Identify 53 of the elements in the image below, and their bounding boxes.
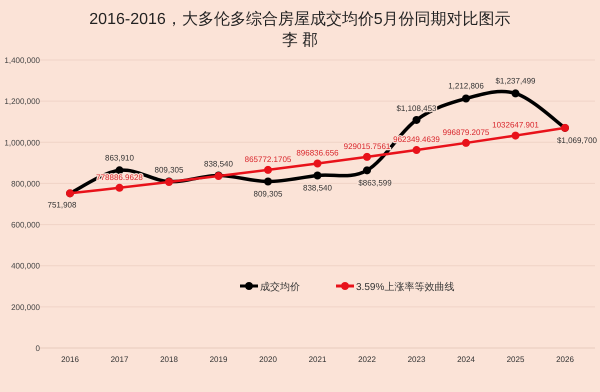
x-tick-label: 2021 (308, 355, 327, 364)
data-label: 1032647.901 (492, 120, 540, 130)
data-label: 809,305 (254, 190, 284, 199)
point (363, 152, 371, 161)
y-tick-label: 1,200,000 (4, 97, 41, 106)
x-tick-label: 2020 (259, 355, 278, 364)
data-label: 929015.7561 (344, 142, 391, 151)
data-label: 865772.1705 (244, 154, 292, 164)
y-tick-label: 0 (36, 344, 41, 353)
x-tick-label: 2025 (506, 355, 525, 364)
x-tick-label: 2026 (556, 355, 574, 364)
x-tick-label: 2018 (160, 355, 178, 364)
data-label: $1,237,499 (495, 76, 536, 86)
point (116, 166, 124, 174)
legend-label: 成交均价 (260, 281, 300, 293)
x-tick-label: 2023 (408, 355, 426, 364)
data-label: 863,910 (105, 153, 135, 162)
data-label: 809,305 (154, 166, 184, 175)
point (264, 178, 272, 186)
point (462, 138, 470, 147)
data-label: 838,540 (204, 160, 234, 168)
point (462, 94, 470, 103)
data-label: $1,108,453 (396, 104, 438, 113)
data-label: 838,540 (303, 184, 333, 192)
chart-title: 2016-2016，大多伦多综合房屋成交均价5月份同期对比图示 (89, 10, 511, 28)
point (512, 132, 520, 140)
point (412, 116, 420, 124)
legend-label: 3.59%上涨率等效曲线 (356, 281, 454, 293)
y-tick-label: 200,000 (11, 302, 41, 312)
data-label: 1,212,806 (448, 82, 484, 91)
data-label: 896836.656 (296, 148, 340, 158)
point (363, 166, 371, 174)
y-tick-label: 800,000 (11, 179, 41, 188)
chart-subtitle: 李 郡 (282, 31, 318, 49)
x-tick-label: 2019 (210, 355, 228, 364)
data-label: $863,599 (358, 178, 392, 188)
point (412, 146, 420, 154)
point (314, 160, 322, 168)
y-tick-label: 400,000 (11, 262, 41, 271)
point (512, 89, 520, 98)
x-tick-label: 2022 (358, 355, 376, 364)
point (116, 184, 124, 192)
x-tick-label: 2017 (110, 355, 129, 364)
x-tick-label: 2016 (61, 355, 80, 364)
y-tick-label: 600,000 (11, 220, 41, 230)
y-tick-label: 1,000,000 (4, 138, 41, 148)
data-label: 996879.2075 (442, 128, 490, 137)
x-tick-label: 2024 (457, 355, 476, 364)
data-label: $1,069,700 (556, 136, 598, 145)
point (314, 172, 322, 180)
data-label: 751,908 (48, 200, 78, 210)
point (264, 166, 272, 174)
y-tick-label: 1,400,000 (4, 56, 41, 65)
